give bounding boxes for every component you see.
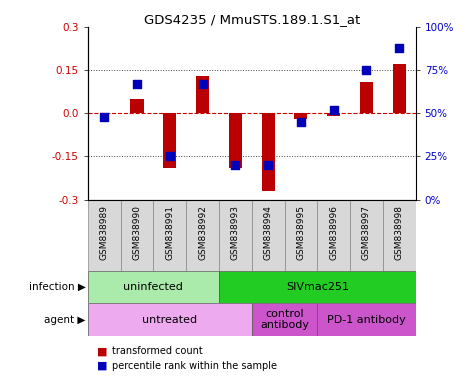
Bar bbox=[294, 113, 307, 119]
Point bbox=[133, 81, 141, 87]
Bar bbox=[196, 76, 209, 113]
Text: GSM838995: GSM838995 bbox=[296, 205, 305, 260]
Bar bbox=[121, 200, 153, 271]
Bar bbox=[88, 271, 219, 303]
Text: GSM838997: GSM838997 bbox=[362, 205, 371, 260]
Bar bbox=[360, 81, 373, 113]
Bar bbox=[186, 200, 219, 271]
Point bbox=[166, 153, 174, 160]
Text: GSM838994: GSM838994 bbox=[264, 205, 273, 260]
Bar bbox=[393, 64, 406, 113]
Text: ■: ■ bbox=[97, 361, 108, 371]
Text: GSM838989: GSM838989 bbox=[100, 205, 109, 260]
Point bbox=[297, 119, 305, 125]
Bar bbox=[327, 113, 340, 116]
Bar bbox=[88, 303, 252, 336]
Text: untreated: untreated bbox=[142, 314, 198, 325]
Bar bbox=[131, 99, 143, 113]
Text: SIVmac251: SIVmac251 bbox=[286, 282, 349, 292]
Point bbox=[232, 162, 239, 168]
Point bbox=[264, 162, 272, 168]
Point bbox=[395, 45, 403, 51]
Bar bbox=[350, 200, 383, 271]
Text: percentile rank within the sample: percentile rank within the sample bbox=[112, 361, 276, 371]
Bar bbox=[383, 200, 416, 271]
Text: agent ▶: agent ▶ bbox=[44, 314, 86, 325]
Bar bbox=[317, 303, 416, 336]
Bar bbox=[88, 200, 121, 271]
Bar bbox=[153, 200, 186, 271]
Text: ■: ■ bbox=[97, 346, 108, 356]
Text: uninfected: uninfected bbox=[124, 282, 183, 292]
Bar bbox=[262, 113, 275, 191]
Bar bbox=[219, 200, 252, 271]
Bar bbox=[317, 200, 350, 271]
Text: GSM838996: GSM838996 bbox=[329, 205, 338, 260]
Point bbox=[363, 67, 371, 73]
Bar bbox=[229, 113, 242, 168]
Text: infection ▶: infection ▶ bbox=[28, 282, 86, 292]
Bar bbox=[252, 200, 285, 271]
Text: transformed count: transformed count bbox=[112, 346, 202, 356]
Point bbox=[199, 81, 206, 87]
Bar bbox=[285, 200, 317, 271]
Text: GSM838998: GSM838998 bbox=[395, 205, 404, 260]
Text: GSM838993: GSM838993 bbox=[231, 205, 240, 260]
Bar bbox=[252, 303, 317, 336]
Text: PD-1 antibody: PD-1 antibody bbox=[327, 314, 406, 325]
Bar bbox=[163, 113, 176, 168]
Text: GSM838992: GSM838992 bbox=[198, 205, 207, 260]
Point bbox=[101, 114, 108, 120]
Point bbox=[330, 107, 337, 113]
Text: GSM838990: GSM838990 bbox=[133, 205, 142, 260]
Text: control
antibody: control antibody bbox=[260, 309, 309, 331]
Title: GDS4235 / MmuSTS.189.1.S1_at: GDS4235 / MmuSTS.189.1.S1_at bbox=[143, 13, 360, 26]
Text: GSM838991: GSM838991 bbox=[165, 205, 174, 260]
Bar bbox=[219, 271, 416, 303]
